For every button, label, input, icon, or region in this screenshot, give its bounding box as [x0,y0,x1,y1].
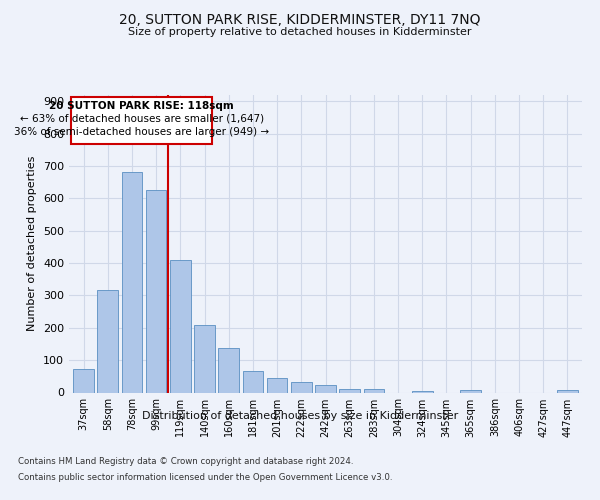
Bar [146,190,166,392]
Bar [557,390,578,392]
Text: 20 SUTTON PARK RISE: 118sqm: 20 SUTTON PARK RISE: 118sqm [49,100,234,110]
Text: Contains public sector information licensed under the Open Government Licence v3: Contains public sector information licen… [18,472,392,482]
Bar [73,369,94,392]
Text: Size of property relative to detached houses in Kidderminster: Size of property relative to detached ho… [128,27,472,37]
Bar [71,96,212,144]
Bar [364,390,384,392]
Bar [315,386,336,392]
Text: 36% of semi-detached houses are larger (949) →: 36% of semi-detached houses are larger (… [14,126,269,136]
Bar [218,348,239,393]
Bar [267,378,287,392]
Bar [460,390,481,392]
Bar [122,172,142,392]
Text: ← 63% of detached houses are smaller (1,647): ← 63% of detached houses are smaller (1,… [20,114,264,124]
Bar [412,391,433,392]
Bar [340,388,360,392]
Bar [242,370,263,392]
Bar [194,324,215,392]
Bar [291,382,311,392]
Text: 20, SUTTON PARK RISE, KIDDERMINSTER, DY11 7NQ: 20, SUTTON PARK RISE, KIDDERMINSTER, DY1… [119,13,481,27]
Text: Contains HM Land Registry data © Crown copyright and database right 2024.: Contains HM Land Registry data © Crown c… [18,458,353,466]
Bar [97,290,118,393]
Y-axis label: Number of detached properties: Number of detached properties [28,156,37,332]
Text: Distribution of detached houses by size in Kidderminster: Distribution of detached houses by size … [142,411,458,421]
Bar [170,260,191,392]
